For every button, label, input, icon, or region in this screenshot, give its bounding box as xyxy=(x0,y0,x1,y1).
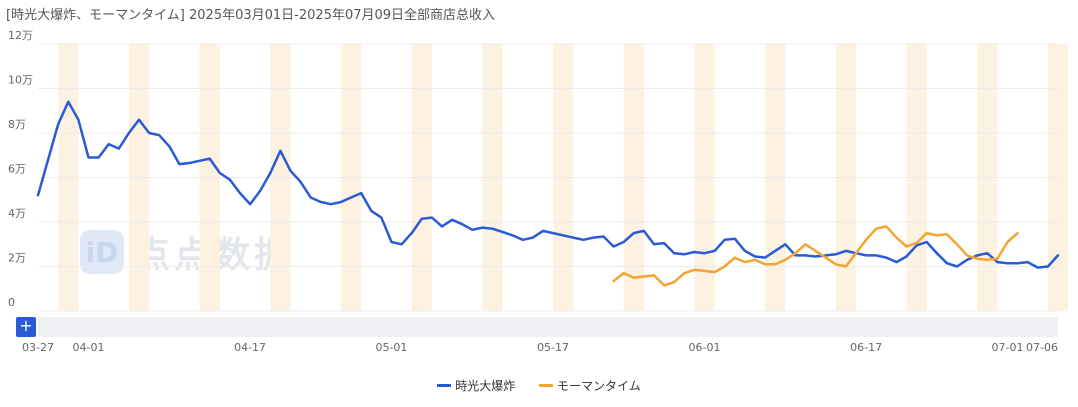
legend: 時光大爆炸 モーマンタイム xyxy=(0,376,1078,394)
legend-swatch-series-1 xyxy=(539,384,554,387)
y-tick-label-4: 8万 xyxy=(8,118,26,131)
y-tick-label-6: 12万 xyxy=(8,29,33,42)
zoom-slider-track[interactable] xyxy=(38,317,1058,337)
x-tick-label-04-17: 04-17 xyxy=(234,341,266,354)
chart-title: [時光大爆炸、モーマンタイム] 2025年03月01日-2025年07月09日全… xyxy=(6,8,496,23)
x-tick-label-03-27: 03-27 xyxy=(22,341,54,354)
x-tick-label-04-01: 04-01 xyxy=(73,341,105,354)
y-tick-label-1: 2万 xyxy=(8,252,26,265)
legend-swatch-series-0 xyxy=(437,384,452,387)
series-line-1 xyxy=(612,225,1019,287)
series-line-0 xyxy=(36,100,1060,269)
x-tick-label-05-17: 05-17 xyxy=(537,341,569,354)
x-tick-label-07-06: 07-06 xyxy=(1026,341,1058,354)
y-tick-label-0: 0 xyxy=(8,296,15,309)
x-tick-label-06-17: 06-17 xyxy=(850,341,882,354)
legend-label-series-0: 時光大爆炸 xyxy=(455,379,516,393)
y-tick-label-2: 4万 xyxy=(8,207,26,220)
y-tick-label-3: 6万 xyxy=(8,163,26,176)
x-tick-label-07-01: 07-01 xyxy=(992,341,1024,354)
x-tick-label-05-01: 05-01 xyxy=(375,341,407,354)
y-tick-label-5: 10万 xyxy=(8,74,33,87)
x-tick-label-06-01: 06-01 xyxy=(689,341,721,354)
legend-item-series-0[interactable]: 時光大爆炸 xyxy=(437,377,515,394)
legend-label-series-1: モーマンタイム xyxy=(557,379,641,393)
line-chart: 0 2万 4万 6万 8万 10万 12万 03-27 04-01 04-17 05-01 05-17… xyxy=(8,29,1069,354)
legend-item-series-1[interactable]: モーマンタイム xyxy=(539,377,641,394)
zoom-expand-button[interactable]: + xyxy=(16,317,36,337)
